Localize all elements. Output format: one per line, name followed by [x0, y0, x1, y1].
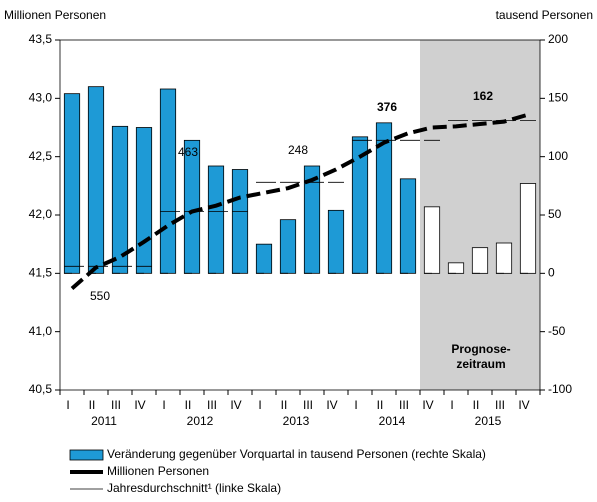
bar	[447, 262, 465, 274]
legend-label: Jahresdurchschnitt¹ (linke Skala)	[107, 481, 281, 495]
x-tick-label: II	[281, 398, 288, 412]
annotation: 550	[90, 289, 110, 303]
forecast-label: zeitraum	[456, 357, 505, 371]
annotation: 376	[377, 100, 397, 114]
x-tick-label: IV	[422, 398, 433, 412]
y2-tick-label: 0	[548, 266, 555, 280]
x-tick-label: IV	[230, 398, 241, 412]
y-tick-label: 41,5	[29, 266, 53, 280]
bar	[159, 88, 177, 274]
y2-tick-label: -50	[548, 324, 566, 338]
x-tick-label: II	[89, 398, 96, 412]
y-tick-label: 43,0	[29, 91, 53, 105]
y-tick-label: 43,5	[29, 32, 53, 46]
y2-axis-title: tausend Personen	[496, 8, 593, 22]
annotation: 463	[178, 145, 198, 159]
bar	[87, 86, 105, 274]
y-tick-label: 40,5	[29, 382, 53, 396]
y2-tick-label: -100	[548, 382, 572, 396]
year-label: 2014	[379, 414, 406, 428]
bar	[63, 93, 81, 274]
forecast-label: Prognose-	[451, 342, 510, 356]
bar	[327, 209, 345, 274]
x-tick-label: III	[111, 398, 121, 412]
bar	[135, 127, 153, 274]
x-tick-label: IV	[134, 398, 145, 412]
x-tick-label: IV	[518, 398, 529, 412]
x-tick-label: I	[354, 398, 357, 412]
bar	[399, 178, 417, 274]
x-tick-label: I	[162, 398, 165, 412]
bar	[255, 243, 273, 274]
x-tick-label: I	[450, 398, 453, 412]
bar	[183, 139, 201, 274]
annotation: 162	[473, 89, 493, 103]
legend-label: Millionen Personen	[107, 464, 209, 478]
line-series	[70, 112, 529, 291]
year-label: 2013	[283, 414, 310, 428]
legend-label: Veränderung gegenüber Vorquartal in taus…	[107, 447, 486, 461]
y2-tick-label: 100	[548, 149, 568, 163]
y-tick-label: 42,5	[29, 149, 53, 163]
y-axis-title: Millionen Personen	[4, 8, 106, 22]
bar	[423, 206, 441, 274]
x-tick-label: II	[473, 398, 480, 412]
x-tick-label: III	[303, 398, 313, 412]
year-label: 2015	[475, 414, 502, 428]
x-tick-label: II	[377, 398, 384, 412]
y2-tick-label: 50	[548, 207, 562, 221]
x-tick-label: I	[258, 398, 261, 412]
y2-tick-label: 150	[548, 91, 568, 105]
y-tick-label: 41,0	[29, 324, 53, 338]
year-label: 2012	[187, 414, 214, 428]
legend-swatch	[69, 449, 104, 461]
x-tick-label: II	[185, 398, 192, 412]
y2-tick-label: 200	[548, 32, 568, 46]
x-tick-label: III	[495, 398, 505, 412]
bar	[495, 242, 513, 274]
bar	[207, 165, 225, 274]
bar	[471, 247, 489, 274]
bar	[519, 183, 537, 274]
y-tick-label: 42,0	[29, 207, 53, 221]
annotation: 248	[288, 143, 308, 157]
bar	[279, 219, 297, 274]
year-label: 2011	[91, 414, 117, 428]
bar	[231, 169, 249, 274]
x-tick-label: IV	[326, 398, 337, 412]
x-tick-label: I	[66, 398, 69, 412]
x-tick-label: III	[207, 398, 217, 412]
x-tick-label: III	[399, 398, 409, 412]
